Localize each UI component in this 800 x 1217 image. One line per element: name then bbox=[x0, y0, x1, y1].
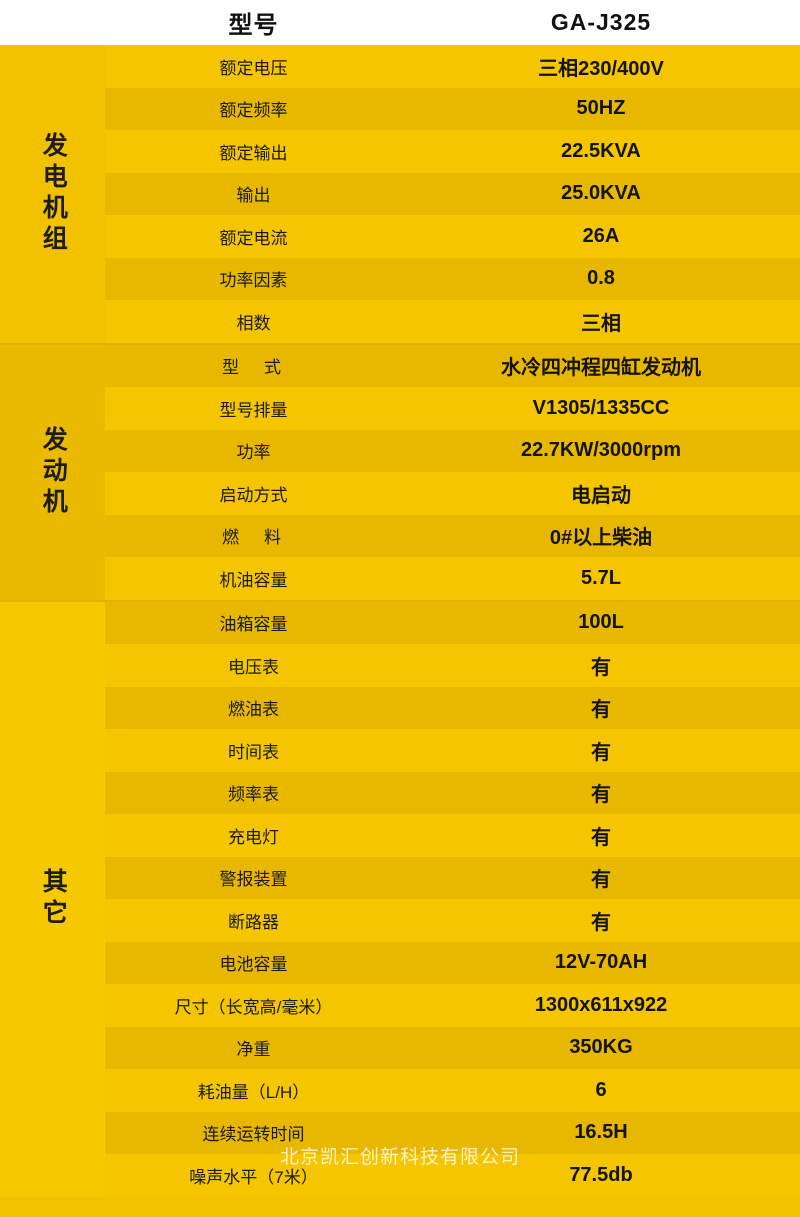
row-value: 有 bbox=[402, 686, 800, 729]
table-row: 频率表 有 bbox=[0, 771, 800, 814]
row-value: 三相230/400V bbox=[402, 45, 800, 88]
row-value: 26A bbox=[402, 215, 800, 258]
row-label: 充电灯 bbox=[105, 814, 402, 857]
row-label: 尺寸（长宽高/毫米） bbox=[105, 984, 402, 1027]
table-row: 相数 三相 bbox=[0, 300, 800, 344]
row-value: 三相 bbox=[402, 300, 800, 344]
row-label: 额定电压 bbox=[105, 45, 402, 88]
row-label: 频率表 bbox=[105, 771, 402, 814]
table-header-row: 型号 GA-J325 bbox=[0, 0, 800, 45]
table-row: 断路器 有 bbox=[0, 899, 800, 942]
table-row: 燃油表 有 bbox=[0, 686, 800, 729]
row-label: 型 式 bbox=[105, 343, 402, 387]
row-label: 额定频率 bbox=[105, 87, 402, 130]
row-label: 功率 bbox=[105, 429, 402, 472]
table-row: 额定输出 22.5KVA bbox=[0, 130, 800, 173]
row-value: 有 bbox=[402, 729, 800, 772]
row-value: 有 bbox=[402, 899, 800, 942]
row-label: 额定电流 bbox=[105, 215, 402, 258]
row-value: 电启动 bbox=[402, 472, 800, 515]
row-value: 1300x611x922 bbox=[402, 984, 800, 1027]
table-row: 功率 22.7KW/3000rpm bbox=[0, 429, 800, 472]
row-label: 燃油表 bbox=[105, 686, 402, 729]
row-value: 50HZ bbox=[402, 87, 800, 130]
table-row: 发动机 型 式 水冷四冲程四缸发动机 bbox=[0, 343, 800, 601]
table-row: 额定频率 50HZ bbox=[0, 87, 800, 130]
table-row: 机油容量 5.7L bbox=[0, 557, 800, 601]
header-model-value: GA-J325 bbox=[402, 0, 800, 45]
row-label: 噪声水平（7米） bbox=[105, 1154, 402, 1197]
table-row: 电池容量 12V-70AH bbox=[0, 941, 800, 984]
row-label: 额定输出 bbox=[105, 130, 402, 173]
table-row: 连续运转时间 16.5H bbox=[0, 1111, 800, 1154]
row-label: 耗油量（L/H） bbox=[105, 1069, 402, 1112]
row-label: 断路器 bbox=[105, 899, 402, 942]
row-value: 水冷四冲程四缸发动机 bbox=[402, 343, 800, 387]
group-label: 其它 bbox=[39, 868, 68, 930]
table-row: 时间表 有 bbox=[0, 729, 800, 772]
row-label: 警报装置 bbox=[105, 856, 402, 899]
row-label: 输出 bbox=[105, 172, 402, 215]
table-row: 启动方式 电启动 bbox=[0, 472, 800, 515]
row-label: 启动方式 bbox=[105, 472, 402, 515]
row-value: 100L bbox=[402, 600, 800, 644]
row-value: 350KG bbox=[402, 1026, 800, 1069]
table-row: 警报装置 有 bbox=[0, 856, 800, 899]
group-label: 发电机组 bbox=[39, 131, 68, 256]
row-label: 油箱容量 bbox=[105, 600, 402, 644]
row-value: 有 bbox=[402, 771, 800, 814]
table-row: 耗油量（L/H） 6 bbox=[0, 1069, 800, 1112]
row-label: 电池容量 bbox=[105, 941, 402, 984]
row-value: 12V-70AH bbox=[402, 941, 800, 984]
group-cell-generator: 发电机组 bbox=[0, 45, 105, 344]
table-row: 发电机组 额定电压 三相230/400V bbox=[0, 45, 800, 344]
row-label: 电压表 bbox=[105, 644, 402, 687]
row-label: 连续运转时间 bbox=[105, 1111, 402, 1154]
row-value: 0#以上柴油 bbox=[402, 514, 800, 557]
group-cell-engine: 发动机 bbox=[0, 343, 105, 601]
row-label: 型号排量 bbox=[105, 387, 402, 430]
group-cell-other: 其它 bbox=[0, 600, 105, 1197]
header-spacer-cell bbox=[0, 0, 105, 45]
group-label-wrapper: 发电机组 bbox=[0, 132, 105, 256]
row-value: 16.5H bbox=[402, 1111, 800, 1154]
row-value: 6 bbox=[402, 1069, 800, 1112]
table-row: 型号排量 V1305/1335CC bbox=[0, 387, 800, 430]
row-value: V1305/1335CC bbox=[402, 387, 800, 430]
table-row: 功率因素 0.8 bbox=[0, 257, 800, 300]
table-row: 尺寸（长宽高/毫米） 1300x611x922 bbox=[0, 984, 800, 1027]
table-row: 其它 油箱容量 100L bbox=[0, 600, 800, 1197]
table-row: 输出 25.0KVA bbox=[0, 172, 800, 215]
row-label: 相数 bbox=[105, 300, 402, 344]
group-label-wrapper: 其它 bbox=[0, 868, 105, 930]
row-label: 燃 料 bbox=[105, 514, 402, 557]
header-model-label: 型号 bbox=[105, 0, 402, 45]
row-value: 有 bbox=[402, 856, 800, 899]
row-label: 净重 bbox=[105, 1026, 402, 1069]
table-row: 充电灯 有 bbox=[0, 814, 800, 857]
table-row: 电压表 有 bbox=[0, 644, 800, 687]
row-label: 功率因素 bbox=[105, 257, 402, 300]
row-label: 时间表 bbox=[105, 729, 402, 772]
row-label: 机油容量 bbox=[105, 557, 402, 601]
row-value: 22.5KVA bbox=[402, 130, 800, 173]
row-value: 25.0KVA bbox=[402, 172, 800, 215]
table-row: 噪声水平（7米） 77.5db bbox=[0, 1154, 800, 1197]
row-value: 77.5db bbox=[402, 1154, 800, 1197]
table-row: 燃 料 0#以上柴油 bbox=[0, 514, 800, 557]
group-label: 发动机 bbox=[39, 425, 68, 519]
table-row: 净重 350KG bbox=[0, 1026, 800, 1069]
row-value: 有 bbox=[402, 814, 800, 857]
group-label-wrapper: 发动机 bbox=[0, 426, 105, 519]
row-value: 22.7KW/3000rpm bbox=[402, 429, 800, 472]
row-value: 5.7L bbox=[402, 557, 800, 601]
row-value: 0.8 bbox=[402, 257, 800, 300]
table-row: 额定电流 26A bbox=[0, 215, 800, 258]
row-value: 有 bbox=[402, 644, 800, 687]
